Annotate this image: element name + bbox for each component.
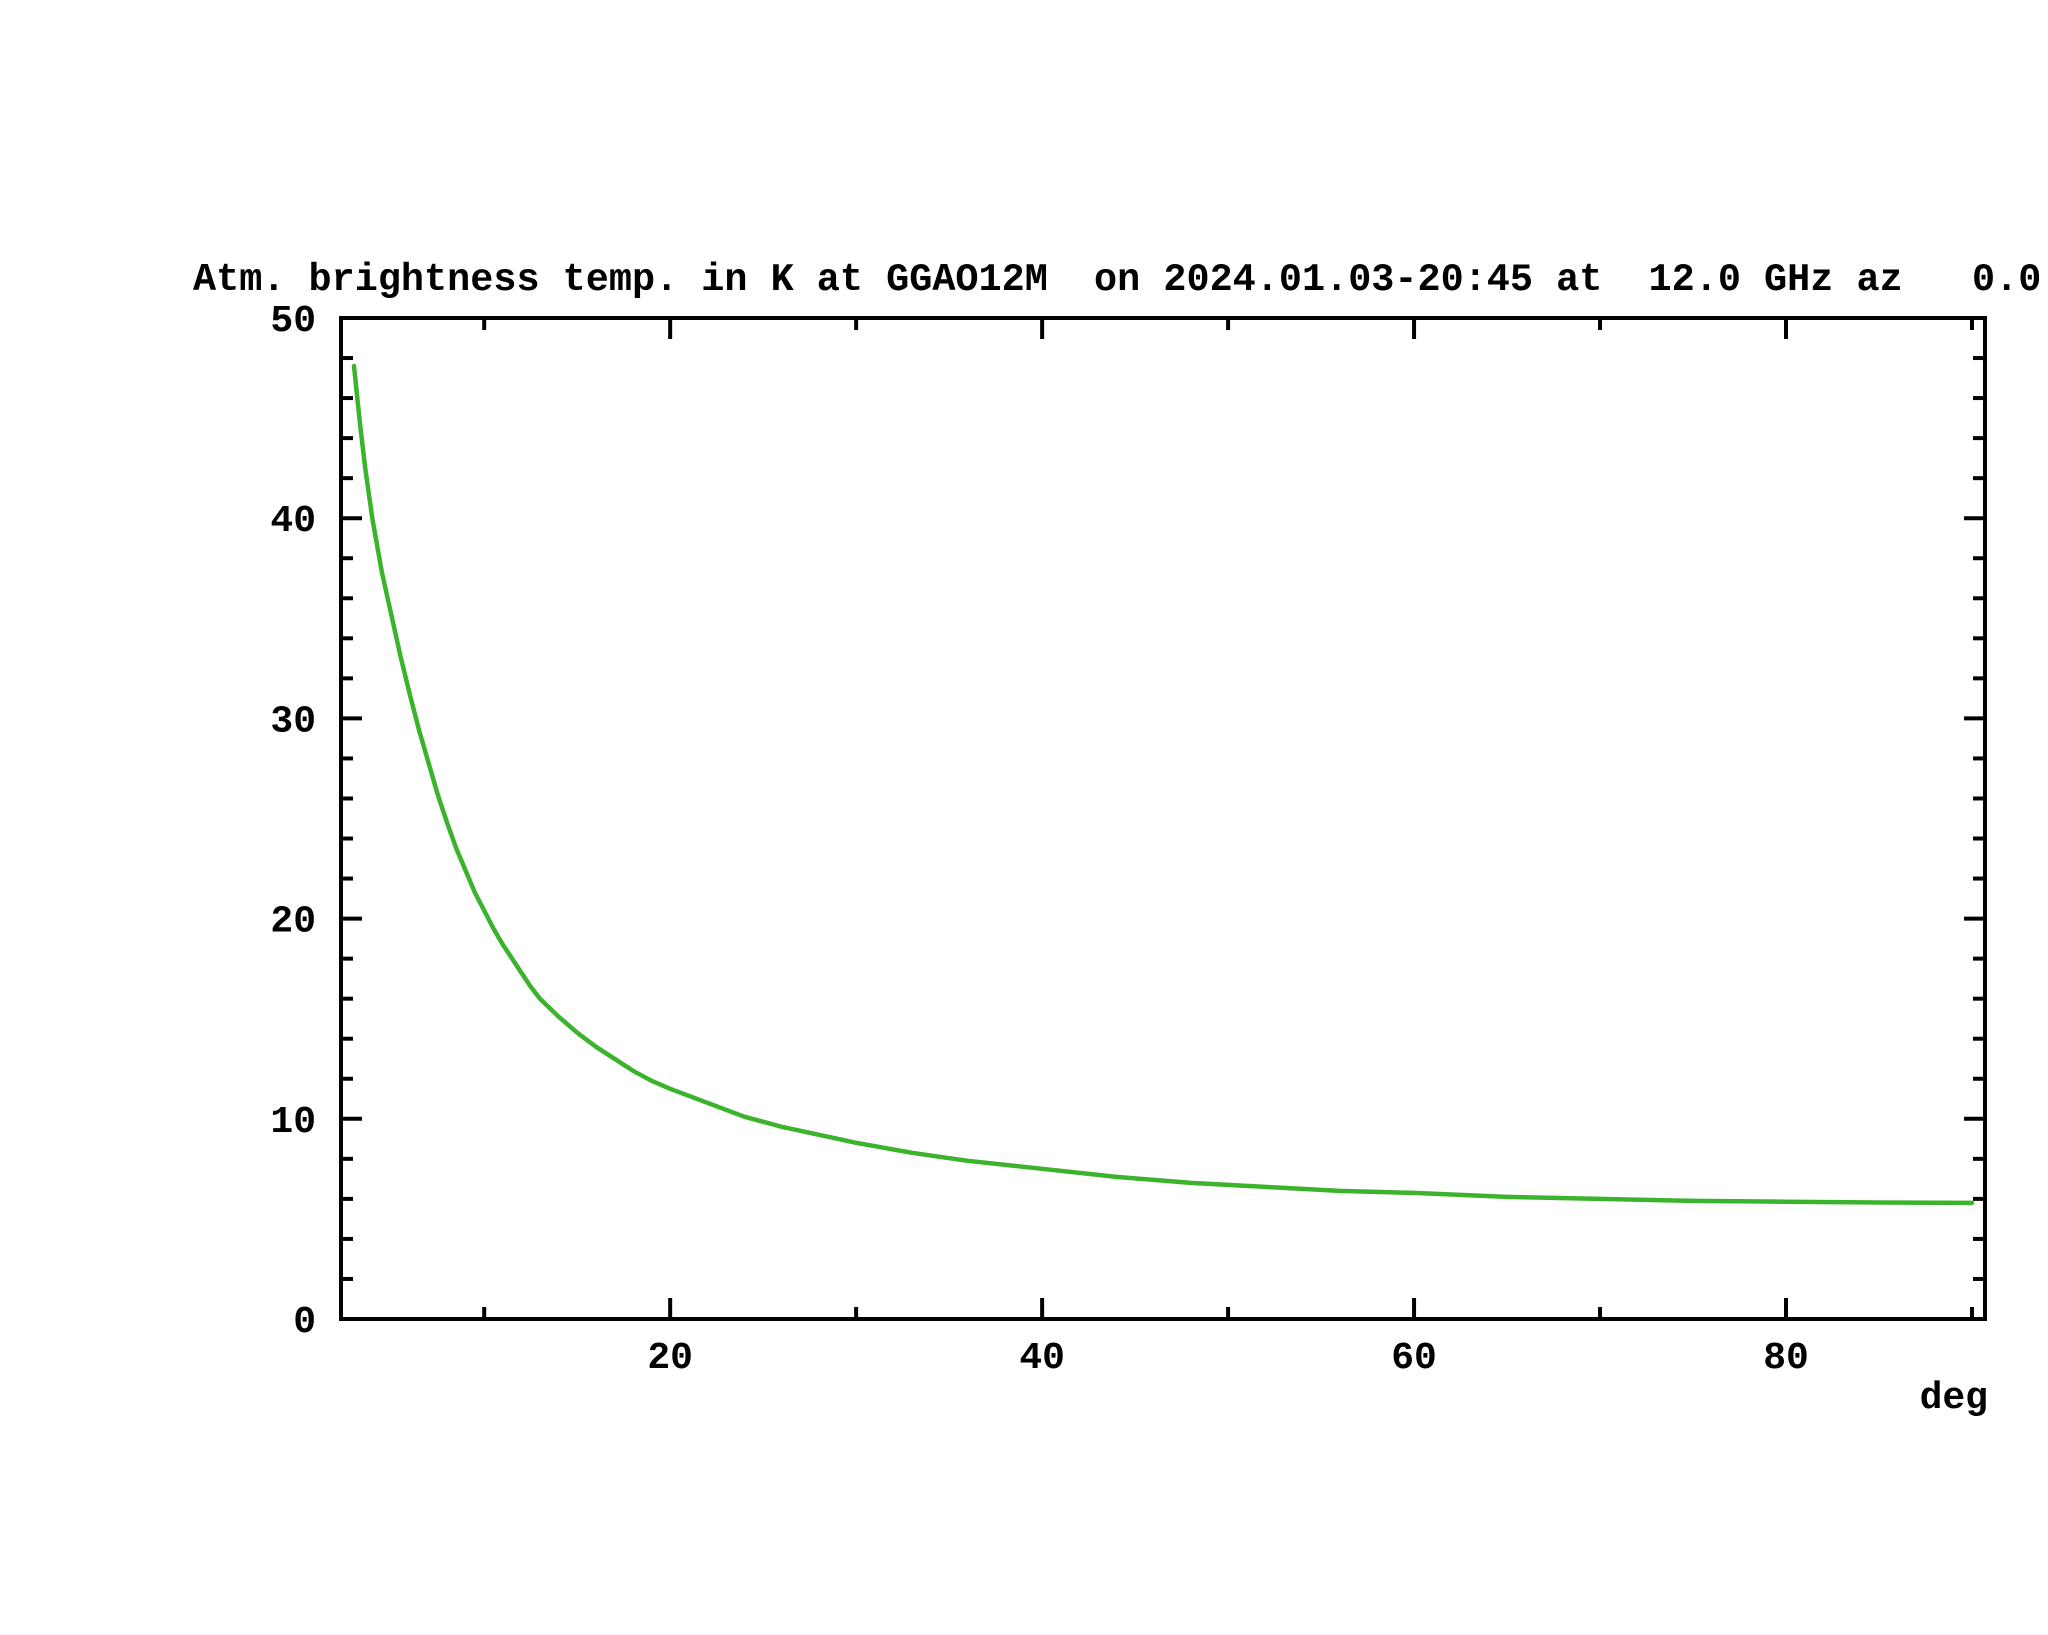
y-tick-label: 0	[293, 1301, 316, 1344]
x-tick-label: 40	[1019, 1337, 1065, 1380]
temperature-curve	[351, 363, 1975, 1206]
y-tick-label: 50	[270, 300, 316, 343]
y-tick-label: 10	[270, 1101, 316, 1144]
y-tick-label: 20	[270, 901, 316, 944]
axis-ticks	[341, 316, 1985, 1321]
y-tick-label: 30	[270, 700, 316, 743]
x-tick-label: 20	[647, 1337, 693, 1380]
x-axis-unit-label: deg	[1920, 1377, 1988, 1420]
y-tick-label: 40	[270, 500, 316, 543]
x-tick-label: 80	[1763, 1337, 1809, 1380]
x-tick-label: 60	[1391, 1337, 1437, 1380]
plot-frame	[339, 316, 1987, 1321]
chart-title: Atm. brightness temp. in K at GGAO12M on…	[193, 258, 2041, 302]
axis-tick-labels: 20 40 60 80 0 10 20 30 40 50	[270, 300, 1808, 1380]
plot-frame-rect	[339, 316, 1987, 1321]
